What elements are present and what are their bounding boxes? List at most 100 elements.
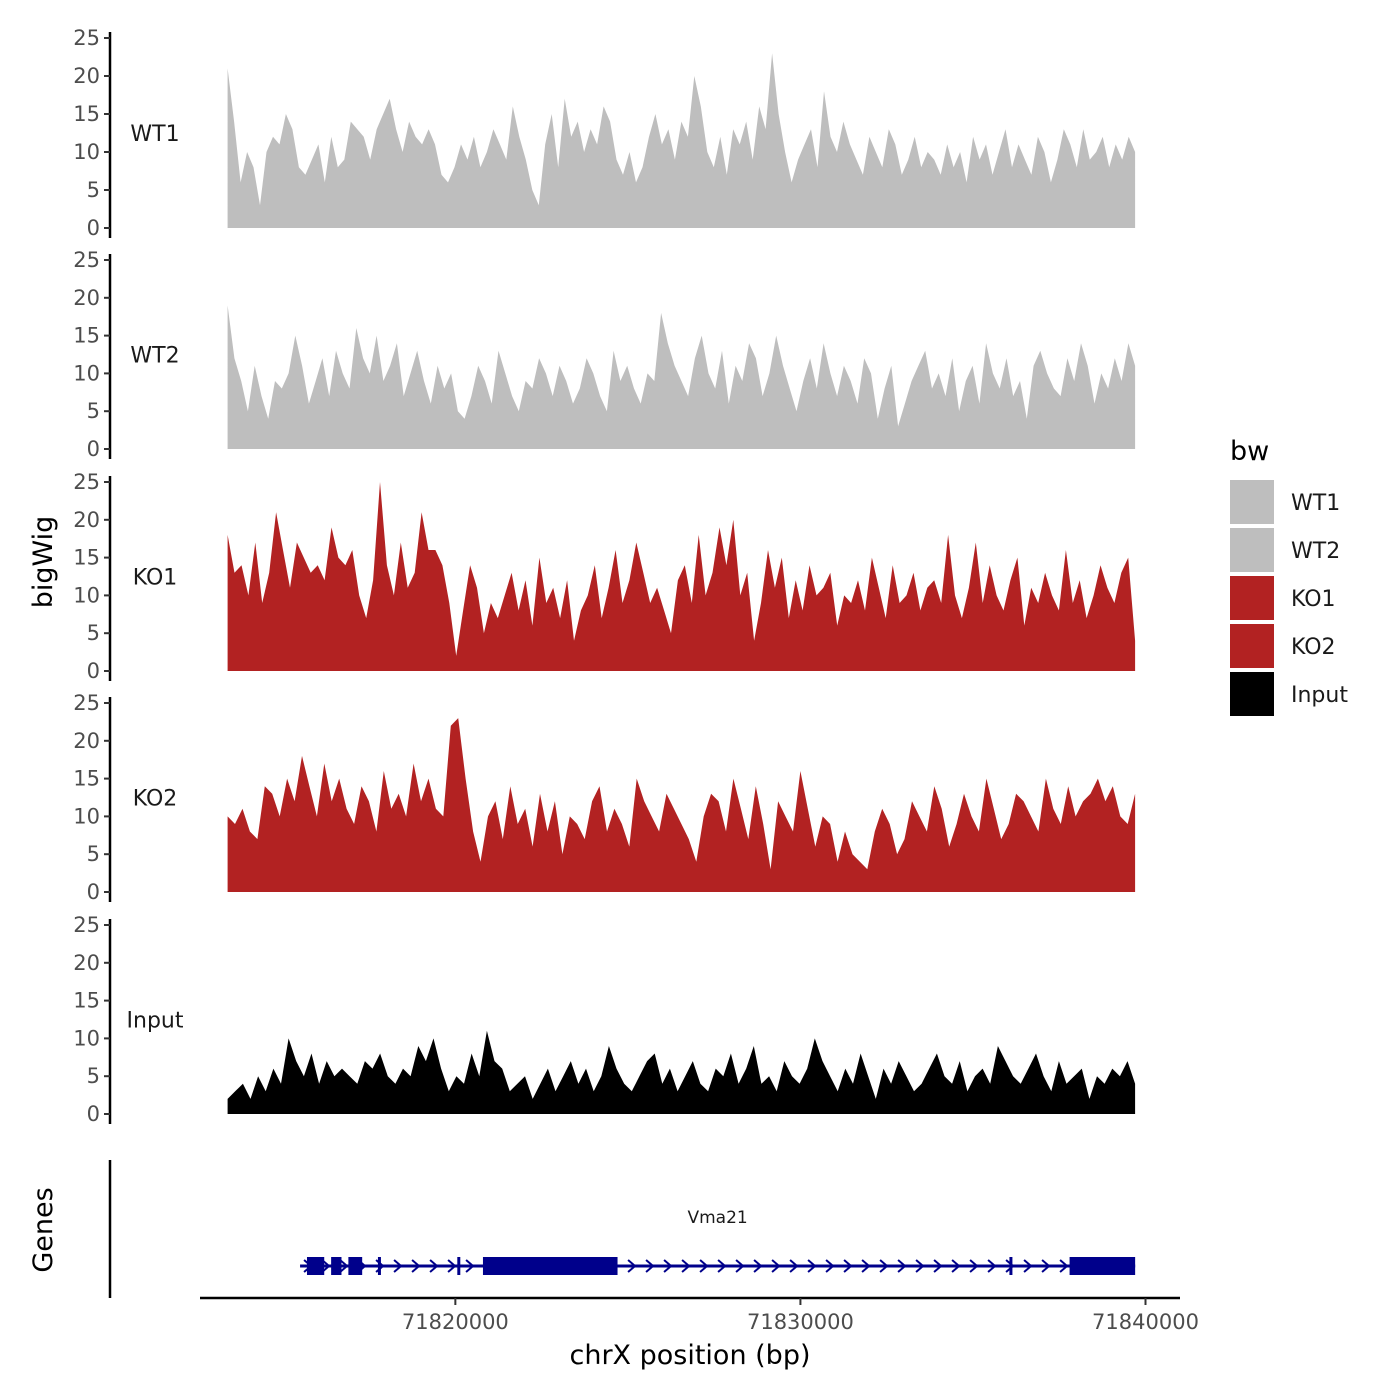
x-axis-title: chrX position (bp) bbox=[569, 1340, 810, 1371]
strand-arrow bbox=[987, 1259, 997, 1273]
genes-panel-title: Genes bbox=[28, 1187, 59, 1272]
legend: bw WT1 WT2 KO1 KO2 Input bbox=[1230, 436, 1348, 716]
y-tick-label: 10 bbox=[73, 361, 100, 385]
legend-label-wt2: WT2 bbox=[1291, 539, 1340, 564]
y-tick-label: 0 bbox=[87, 659, 100, 683]
area-wt2 bbox=[227, 305, 1136, 449]
y-tick-label: 20 bbox=[73, 729, 100, 753]
strand-arrow bbox=[699, 1259, 709, 1273]
gene-exon-small bbox=[1009, 1257, 1013, 1275]
legend-label-input: Input bbox=[1291, 683, 1348, 708]
strand-arrow bbox=[915, 1259, 925, 1273]
gene-name-label: Vma21 bbox=[687, 1208, 747, 1228]
y-tick-label: 0 bbox=[87, 437, 100, 461]
y-tick-label: 5 bbox=[87, 842, 100, 866]
strand-arrow bbox=[933, 1259, 943, 1273]
legend-key-ko1 bbox=[1230, 576, 1274, 620]
strand-arrow bbox=[663, 1259, 673, 1273]
y-tick-label: 0 bbox=[87, 1102, 100, 1126]
strand-arrow bbox=[897, 1259, 907, 1273]
y-tick-label: 20 bbox=[73, 286, 100, 310]
x-tick-label: 71820000 bbox=[402, 1310, 509, 1334]
strand-arrow bbox=[645, 1259, 655, 1273]
track-wt2: 0 5 10 15 20 25 WT2 bbox=[73, 248, 1136, 461]
gene-exon bbox=[348, 1257, 363, 1275]
y-tick-label: 10 bbox=[73, 1026, 100, 1050]
x-tick-label: 71840000 bbox=[1092, 1310, 1199, 1334]
strand-arrow bbox=[1005, 1259, 1015, 1273]
track-label-wt1: WT1 bbox=[130, 122, 179, 147]
y-tick-label: 15 bbox=[73, 546, 100, 570]
gene-exon-small bbox=[457, 1257, 461, 1275]
strand-arrow bbox=[429, 1259, 439, 1273]
y-tick-label: 5 bbox=[87, 1064, 100, 1088]
strand-arrow bbox=[825, 1259, 835, 1273]
strand-arrow bbox=[1041, 1259, 1051, 1273]
y-axis-title: bigWig bbox=[28, 516, 59, 609]
legend-key-ko2 bbox=[1230, 624, 1274, 668]
legend-key-wt2 bbox=[1230, 528, 1274, 572]
strand-arrow bbox=[861, 1259, 871, 1273]
legend-title: bw bbox=[1230, 436, 1269, 467]
strand-arrow bbox=[789, 1259, 799, 1273]
legend-label-ko1: KO1 bbox=[1291, 587, 1336, 612]
y-tick-label: 10 bbox=[73, 583, 100, 607]
y-tick-label: 5 bbox=[87, 399, 100, 423]
y-tick-label: 15 bbox=[73, 989, 100, 1013]
strand-arrow bbox=[411, 1259, 421, 1273]
track-label-input: Input bbox=[127, 1009, 184, 1034]
y-tick-label: 25 bbox=[73, 26, 100, 50]
y-tick-label: 0 bbox=[87, 216, 100, 240]
strand-arrow bbox=[843, 1259, 853, 1273]
gene-exon bbox=[482, 1257, 618, 1275]
strand-arrow bbox=[465, 1259, 475, 1273]
gene-exon bbox=[306, 1257, 325, 1275]
y-tick-label: 25 bbox=[73, 913, 100, 937]
strand-arrow bbox=[393, 1259, 403, 1273]
area-ko1 bbox=[227, 482, 1136, 671]
tracks-layer: 0510152025WT10510152025WT20510152025KO10… bbox=[73, 26, 1136, 1126]
y-tick-label: 15 bbox=[73, 767, 100, 791]
y-tick-label: 20 bbox=[73, 508, 100, 532]
x-axis: 71820000 71830000 71840000 bbox=[200, 1296, 1199, 1334]
track-ko2: 0 5 10 15 20 25 KO2 bbox=[73, 691, 1136, 904]
strand-arrow bbox=[879, 1259, 889, 1273]
y-tick-label: 10 bbox=[73, 140, 100, 164]
legend-key-wt1 bbox=[1230, 480, 1274, 524]
y-tick-label: 20 bbox=[73, 951, 100, 975]
strand-arrow bbox=[447, 1259, 457, 1273]
strand-arrow bbox=[321, 1259, 331, 1273]
legend-label-wt1: WT1 bbox=[1291, 491, 1340, 516]
strand-arrow bbox=[969, 1259, 979, 1273]
y-tick-label: 25 bbox=[73, 470, 100, 494]
gene-exon-small bbox=[377, 1257, 381, 1275]
y-tick-label: 25 bbox=[73, 691, 100, 715]
y-tick-label: 20 bbox=[73, 64, 100, 88]
strand-arrow bbox=[951, 1259, 961, 1273]
legend-key-input bbox=[1230, 672, 1274, 716]
strand-arrow bbox=[717, 1259, 727, 1273]
track-label-ko1: KO1 bbox=[133, 566, 178, 591]
area-wt1 bbox=[227, 53, 1136, 229]
y-tick-label: 5 bbox=[87, 621, 100, 645]
gene-exon bbox=[331, 1257, 342, 1275]
y-tick-label: 0 bbox=[87, 880, 100, 904]
y-tick-label: 15 bbox=[73, 324, 100, 348]
strand-arrow bbox=[771, 1259, 781, 1273]
y-tick-label: 10 bbox=[73, 804, 100, 828]
track-label-ko2: KO2 bbox=[133, 787, 178, 812]
strand-arrow bbox=[1059, 1259, 1069, 1273]
strand-arrow bbox=[339, 1259, 349, 1273]
area-input bbox=[227, 1030, 1136, 1114]
track-wt1: 0 5 10 15 20 25 WT1 bbox=[73, 26, 1136, 240]
track-label-wt2: WT2 bbox=[130, 344, 179, 369]
y-tick-label: 15 bbox=[73, 102, 100, 126]
track-input: 0 5 10 15 20 25 Input bbox=[73, 913, 1136, 1126]
track-ko1: 0 5 10 15 20 25 KO1 bbox=[73, 470, 1136, 683]
strand-arrow bbox=[753, 1259, 763, 1273]
x-tick-label: 71830000 bbox=[747, 1310, 854, 1334]
strand-arrow bbox=[735, 1259, 745, 1273]
strand-arrow bbox=[1023, 1259, 1033, 1273]
y-tick-label: 5 bbox=[87, 178, 100, 202]
